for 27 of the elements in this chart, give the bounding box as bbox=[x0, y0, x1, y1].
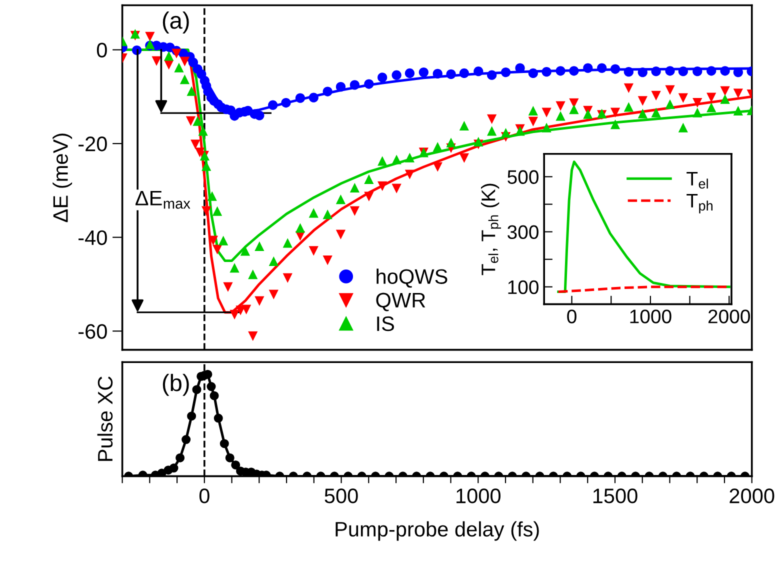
y-tick-label: 100 bbox=[508, 280, 538, 294]
x-axis-title: Pump-probe delay (fs) bbox=[336, 521, 539, 541]
legend-label: hoQWS bbox=[376, 268, 448, 288]
x-tick-label: 0 bbox=[199, 488, 210, 504]
x-tick-label: 1500 bbox=[593, 488, 638, 504]
x-tick-label: 0 bbox=[567, 310, 576, 324]
x-tick-label: 500 bbox=[324, 488, 358, 504]
legend-label: T$_{ph}$ bbox=[686, 194, 712, 214]
legend-label: T$_{el}$ bbox=[686, 172, 708, 189]
y-tick-label: -60 bbox=[78, 324, 107, 339]
legend-label: QWR bbox=[376, 292, 426, 312]
y-tick-label: 0 bbox=[96, 42, 107, 58]
y-tick-label: -20 bbox=[78, 136, 107, 152]
annotation: (b) bbox=[162, 374, 189, 396]
x-tick-label: 1000 bbox=[456, 488, 500, 504]
x-tick-label: 2000 bbox=[708, 310, 750, 324]
y-tick-label: 500 bbox=[508, 170, 538, 184]
y-tick-label: 300 bbox=[508, 225, 538, 240]
annotation: (a) bbox=[162, 11, 189, 34]
y-axis-title: Pulse XC bbox=[97, 376, 113, 461]
legend-label: IS bbox=[377, 316, 394, 332]
annotation: ΔE$_{max}$ bbox=[136, 190, 190, 209]
y-axis-title: ΔE (meV) bbox=[52, 134, 72, 222]
y-tick-label: -40 bbox=[78, 230, 107, 246]
x-tick-label: 1000 bbox=[630, 310, 672, 324]
x-tick-label: 2000 bbox=[730, 488, 774, 504]
y-axis-title: T$_{el}$, T$_{ph}$ (K) bbox=[481, 184, 502, 276]
